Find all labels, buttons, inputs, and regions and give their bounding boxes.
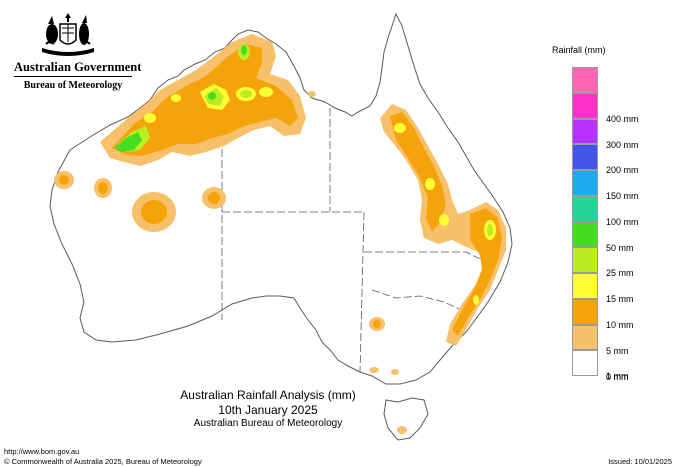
rainfall-15mm-areas [144,84,496,305]
legend-swatch [572,350,598,376]
legend-label: 1 mm [606,371,629,382]
legend-label: 300 mm [606,139,639,150]
legend-swatch [572,92,598,119]
legend-row: 300 mm [572,118,672,150]
map-organisation: Australian Bureau of Meteorology [193,418,343,429]
legend-row: 200 mm [572,144,672,175]
legend-row: 50 mm [572,221,672,253]
rainfall-50mm-areas [114,45,247,152]
coat-of-arms-icon [42,13,94,56]
legend-row: 150 mm [572,170,672,201]
legend-row: 10 mm [572,298,672,330]
legend-label: 10 mm [606,319,634,330]
bureau-title: Bureau of Meteorology [23,80,123,91]
legend-swatch [572,118,598,145]
header-divider [14,76,132,77]
legend-row: 400 mm [572,92,672,124]
map-date: 10th January 2025 [218,403,318,417]
legend-row: 100 mm [572,195,672,227]
legend-swatch [572,195,598,222]
legend-swatch [572,273,598,299]
legend-swatch [572,67,598,93]
legend-swatch [572,298,598,325]
legend-label: 150 mm [606,191,639,201]
legend-swatch [572,170,598,196]
legend-swatch [572,221,598,248]
legend-row: 1 mm [572,350,672,381]
legend-label: 50 mm [606,242,634,253]
legend-swatch [572,144,598,170]
footer-issued-date: Issued: 10/01/2025 [608,457,672,466]
legend-label: 15 mm [606,294,634,304]
legend-row: 0 mm [572,372,672,402]
footer-copyright: © Commonwealth of Australia 2025, Bureau… [4,457,202,466]
legend-row: 5 mm [572,324,672,356]
legend-label: 0 mm [606,372,629,382]
legend-label: 200 mm [606,165,639,176]
government-title: Australian Government [14,60,142,74]
legend-row: 15 mm [572,273,672,304]
footer-url-link[interactable]: http://www.bom.gov.au [4,447,80,456]
legend-label: 5 mm [606,345,629,356]
legend-title: Rainfall (mm) [552,45,606,55]
legend-row [572,67,672,93]
legend-swatch [572,324,598,351]
legend-swatch [572,247,598,273]
legend-label: 400 mm [606,113,639,124]
map-caption: Australian Rainfall Analysis (mm) 10th J… [118,388,418,431]
map-title: Australian Rainfall Analysis (mm) [180,388,356,402]
legend-label: 25 mm [606,268,634,279]
rainfall-legend: 400 mm 300 mm 200 mm 150 mm 100 mm 50 mm… [572,67,672,402]
tasmania-outline [383,397,429,441]
legend-row: 25 mm [572,247,672,278]
legend-label: 100 mm [606,216,639,227]
